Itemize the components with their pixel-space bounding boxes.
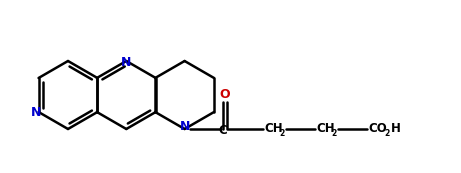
- Text: O: O: [219, 88, 230, 101]
- Text: CH: CH: [265, 122, 283, 135]
- Text: C: C: [218, 124, 227, 136]
- Text: CO: CO: [369, 122, 387, 135]
- Text: N: N: [31, 106, 42, 119]
- Text: CH: CH: [317, 122, 335, 135]
- Text: N: N: [121, 57, 131, 70]
- Text: 2: 2: [384, 129, 390, 138]
- Text: 2: 2: [280, 129, 285, 138]
- Text: H: H: [390, 122, 401, 135]
- Text: 2: 2: [331, 129, 337, 138]
- Text: N: N: [179, 120, 190, 133]
